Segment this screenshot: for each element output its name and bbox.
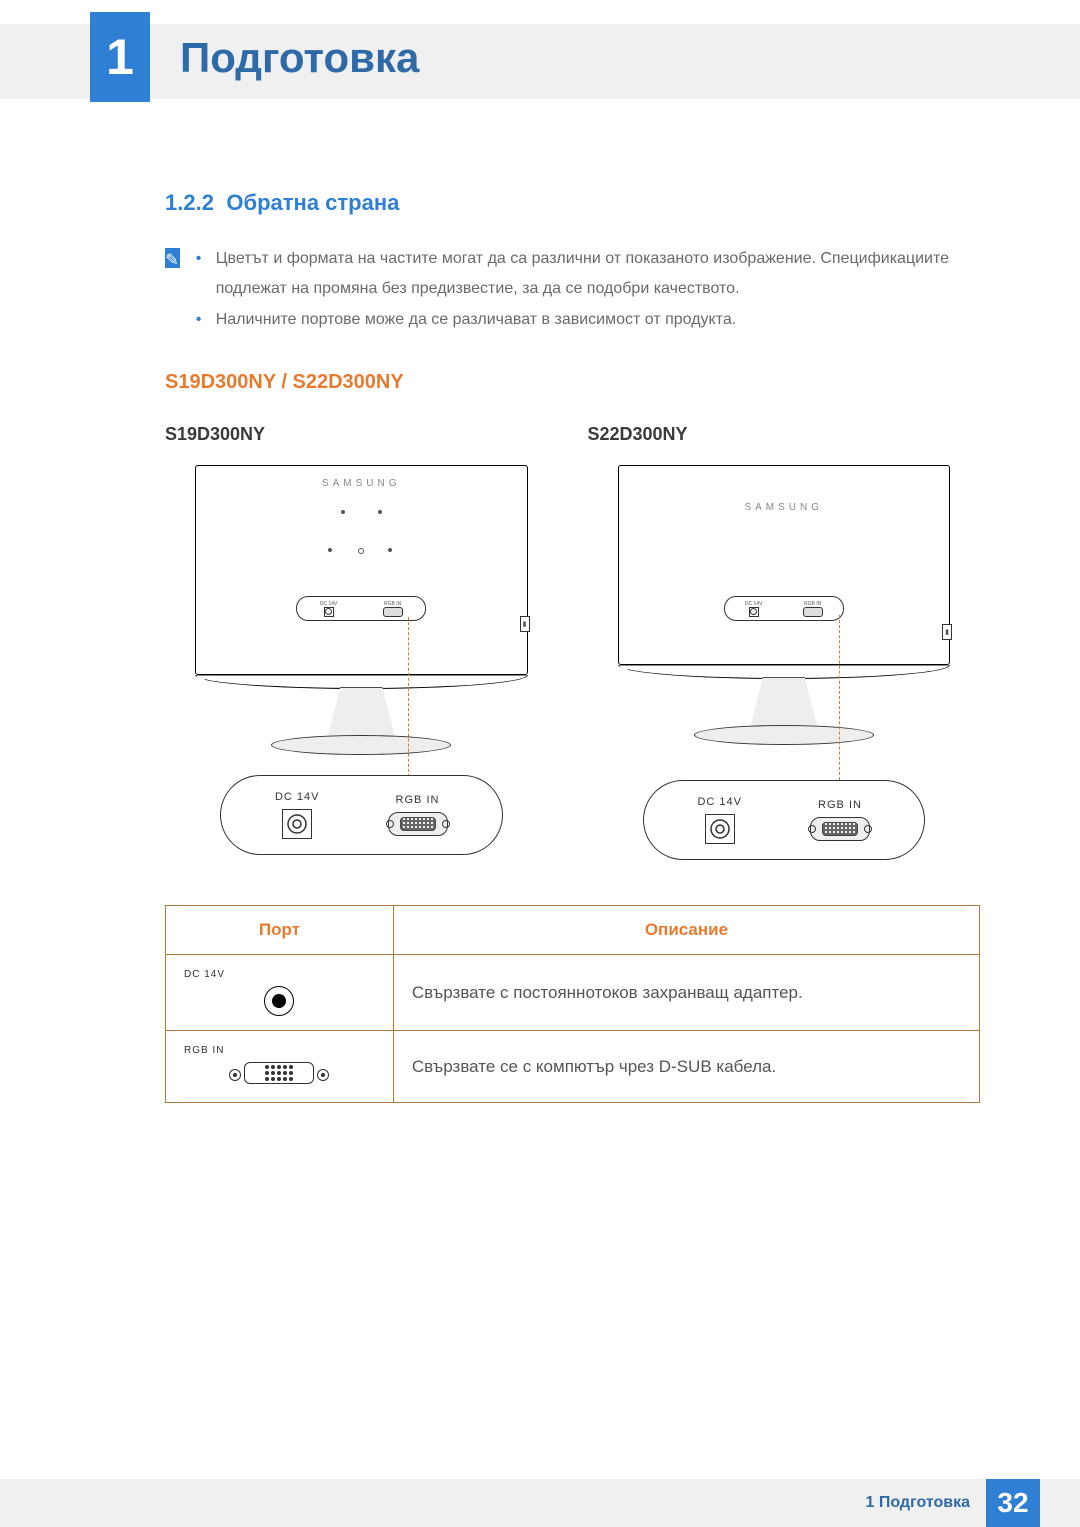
port-cell-dc: DC 14V	[166, 955, 394, 1031]
note-item: Цветът и формата на частите могат да са …	[196, 244, 980, 305]
section-number: 1.2.2	[165, 190, 214, 215]
dc-jack-icon	[705, 814, 735, 844]
rgb-detail-label: RGB IN	[396, 794, 440, 806]
dc-jack-icon	[264, 986, 294, 1016]
lock-slot-icon: ▮	[520, 616, 530, 632]
section-heading: 1.2.2 Обратна страна	[165, 190, 980, 216]
rgb-detail-label: RGB IN	[818, 799, 862, 811]
diagram-s19: S19D300NY SAMSUNG DC 14V R	[165, 424, 558, 865]
note-item: Наличните портове може да се различават …	[196, 305, 980, 335]
dc-detail-label: DC 14V	[275, 791, 320, 803]
monitor-brand: SAMSUNG	[322, 478, 401, 489]
desc-cell: Свързвате с постояннотоков захранващ ада…	[393, 955, 979, 1031]
monitor-body: SAMSUNG DC 14V RGB IN	[195, 465, 528, 675]
lock-slot-icon: ▮	[942, 624, 952, 640]
diagram-row: S19D300NY SAMSUNG DC 14V R	[165, 424, 980, 865]
chapter-number-badge: 1	[90, 12, 150, 102]
diagram-label: S19D300NY	[165, 424, 558, 445]
stand-neck	[749, 677, 819, 732]
dc-port-icon	[324, 607, 334, 617]
monitor-bezel-bottom	[618, 665, 951, 679]
port-detail-callout: DC 14V RGB IN	[643, 780, 926, 860]
page-number: 32	[986, 1479, 1040, 1527]
port-description-table: Порт Описание DC 14V Свързвате с постоян…	[165, 905, 980, 1103]
rgb-connector-icon	[810, 817, 870, 841]
stand-neck	[326, 687, 396, 742]
port-panel: DC 14V RGB IN	[296, 596, 426, 621]
leader-line	[408, 617, 409, 777]
monitor-rear-diagram: SAMSUNG DC 14V RGB IN ▮	[588, 465, 981, 865]
rgb-port-icon	[383, 607, 403, 617]
port-cell-rgb: RGB IN	[166, 1031, 394, 1103]
rgb-connector-icon	[229, 1062, 329, 1088]
notes-block: Цветът и формата на частите могат да са …	[165, 244, 980, 335]
diagram-s22: S22D300NY SAMSUNG DC 14V RGB IN	[588, 424, 981, 865]
table-header-desc: Описание	[393, 906, 979, 955]
stand-base	[694, 725, 874, 745]
chapter-title: Подготовка	[180, 34, 419, 82]
rgb-port-icon	[803, 607, 823, 617]
port-detail-callout: DC 14V RGB IN	[220, 775, 503, 855]
table-header-port: Порт	[166, 906, 394, 955]
monitor-body: SAMSUNG DC 14V RGB IN ▮	[618, 465, 951, 665]
page-footer: 1 Подготовка 32	[0, 1479, 1080, 1527]
content-area: 1.2.2 Обратна страна Цветът и формата на…	[165, 190, 980, 1103]
note-pencil-icon	[165, 248, 180, 268]
table-row: RGB IN Свързвате се с компютър чрез D-SU…	[166, 1031, 980, 1103]
dc-port-icon	[749, 607, 759, 617]
monitor-brand: SAMSUNG	[744, 502, 823, 513]
model-group-heading: S19D300NY / S22D300NY	[165, 371, 980, 394]
dc-detail-label: DC 14V	[697, 796, 742, 808]
table-row: DC 14V Свързвате с постояннотоков захран…	[166, 955, 980, 1031]
notes-list: Цветът и формата на частите могат да са …	[196, 244, 980, 335]
leader-line	[839, 615, 840, 785]
diagram-label: S22D300NY	[588, 424, 981, 445]
footer-label: 1 Подготовка	[865, 1494, 970, 1512]
dc-jack-icon	[282, 809, 312, 839]
section-title: Обратна страна	[226, 190, 399, 215]
rgb-connector-icon	[388, 812, 448, 836]
port-panel: DC 14V RGB IN	[724, 596, 844, 621]
desc-cell: Свързвате се с компютър чрез D-SUB кабел…	[393, 1031, 979, 1103]
monitor-bezel-bottom	[195, 675, 528, 689]
stand-base	[271, 735, 451, 755]
header-bar	[0, 24, 1080, 99]
monitor-rear-diagram: SAMSUNG DC 14V RGB IN	[165, 465, 558, 865]
